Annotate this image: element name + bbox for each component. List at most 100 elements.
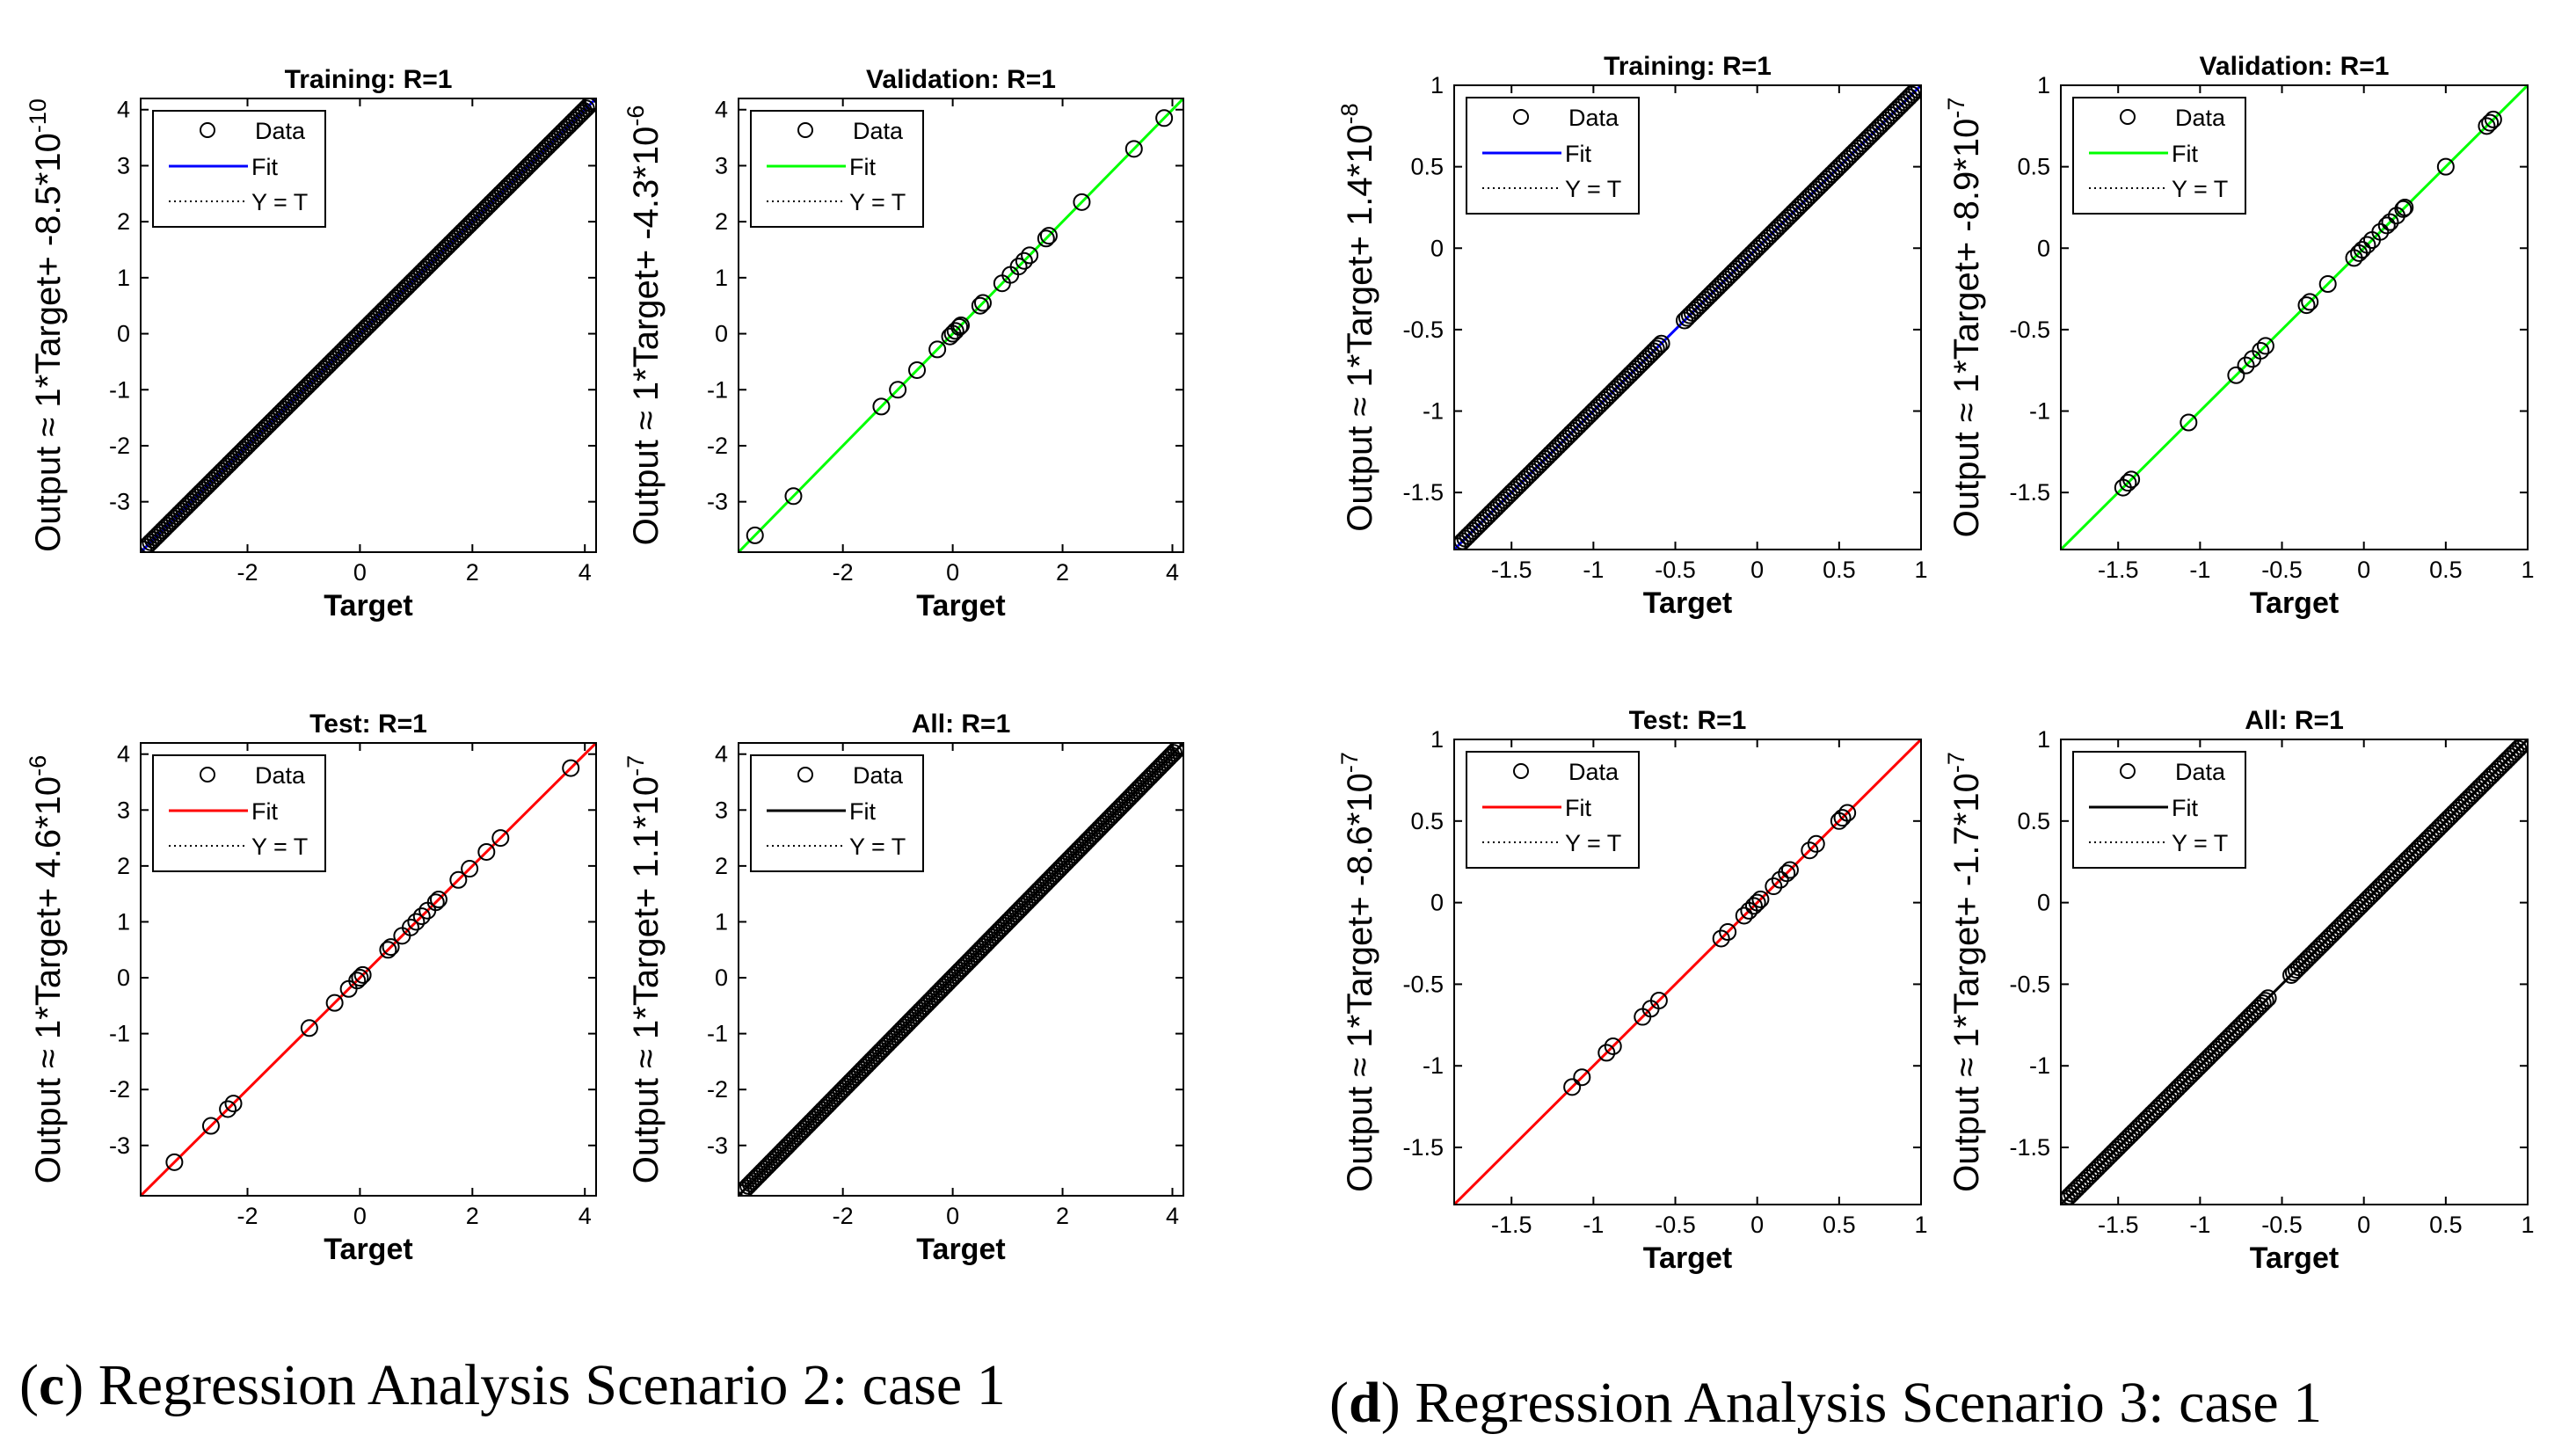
caption-c-letter: c: [38, 1353, 65, 1417]
data-point: [1597, 1044, 1616, 1062]
data-point: [2358, 236, 2376, 254]
legend-fit-label: Fit: [849, 798, 876, 825]
y-tick-label: -0.5: [2009, 317, 2050, 343]
y-tick-label: 2: [117, 208, 130, 235]
x-tick-label: 0: [2357, 1212, 2370, 1238]
data-point: [2122, 470, 2141, 489]
data-point: [412, 907, 431, 926]
data-markers: [2061, 739, 2528, 1205]
y-tick-label: 3: [715, 797, 728, 823]
data-markers: [2114, 110, 2502, 497]
data-point: [1780, 861, 1799, 879]
y-tick-label: 1: [1430, 72, 1444, 98]
legend-fit-label: Fit: [1565, 141, 1591, 167]
data-point: [426, 893, 445, 912]
legend-yt-label: Y = T: [1565, 176, 1621, 202]
y-axis-label-exponent: -7: [1336, 752, 1363, 773]
x-tick-label: -1: [1583, 1212, 1604, 1238]
axes-frame: [140, 742, 597, 1197]
y-axis-label-exponent: -8: [1336, 103, 1363, 124]
data-point: [950, 317, 969, 336]
data-point: [1905, 85, 1921, 101]
y-axis-label: Output ≈ 1*Target+ 1.4*10-8: [1336, 103, 1379, 531]
x-tick-label: -1: [2189, 1212, 2210, 1238]
x-tick-label: -1.5: [2098, 1212, 2139, 1238]
legend-box: [1466, 97, 1640, 215]
y-tick-label: 3: [117, 152, 130, 178]
plot-content: [1454, 85, 1921, 550]
y-axis-label: Output ≈ 1*Target+ -8.9*10-7: [1943, 98, 1986, 538]
data-markers: [746, 109, 1174, 544]
legend-data-label: Data: [255, 118, 306, 144]
data-point: [2377, 216, 2396, 235]
x-tick-label: -0.5: [1655, 1212, 1696, 1238]
data-point: [2436, 157, 2455, 176]
y-tick-label: 0.5: [2017, 808, 2050, 834]
legend-yt-label: Y = T: [2172, 830, 2228, 856]
data-point: [1751, 890, 1770, 908]
data-point: [1652, 334, 1670, 353]
axes-frame: [738, 742, 1184, 1197]
chart-title: Training: R=1: [1604, 52, 1772, 81]
legend-fit-label: Fit: [2172, 141, 2198, 167]
data-point: [2297, 296, 2316, 315]
data-point: [1037, 229, 1055, 248]
data-point: [1748, 893, 1766, 912]
legend-fit-label: Fit: [2172, 795, 2198, 821]
legend-data-label: Data: [853, 762, 904, 789]
y-tick-label: -1: [2029, 398, 2050, 425]
x-axis-label: Target: [324, 1233, 412, 1266]
y-axis-label-base: Output ≈ 1*Target+ -1.7*10: [1947, 773, 1986, 1192]
data-point: [2517, 739, 2528, 750]
data-point: [1910, 85, 1921, 96]
caption-d-text: Regression Analysis Scenario 3: case 1: [1415, 1371, 2323, 1435]
data-point: [382, 938, 400, 957]
data-point: [908, 360, 927, 379]
y-tick-label: 4: [715, 741, 728, 768]
data-point: [1778, 864, 1796, 883]
data-point: [401, 918, 419, 936]
axes-frame: [1453, 739, 1922, 1205]
legend-box: [152, 110, 326, 228]
y-tick-label: -3: [109, 489, 130, 515]
x-axis-label: Target: [916, 589, 1005, 622]
axes-frame: [140, 98, 597, 553]
data-point: [2227, 366, 2245, 384]
x-tick-label: 2: [466, 1203, 479, 1229]
y-tick-label: 3: [715, 152, 728, 178]
data-point: [562, 759, 580, 777]
x-tick-label: 0: [353, 559, 367, 586]
data-point: [1649, 991, 1668, 1009]
y-axis-label: Output ≈ 1*Target+ 4.6*10-6: [25, 755, 68, 1183]
legend-fit-label: Fit: [251, 154, 278, 180]
y-tick-label: 0: [715, 321, 728, 347]
data-point: [2396, 198, 2414, 216]
x-tick-label: 4: [579, 559, 592, 586]
caption-d-letter: d: [1348, 1371, 1381, 1435]
y-tick-label: 0.5: [1410, 808, 1444, 834]
data-point: [579, 98, 596, 115]
data-point: [2394, 200, 2413, 218]
y-tick-label: -2: [707, 1076, 728, 1103]
data-point: [1908, 85, 1921, 98]
data-point: [1838, 804, 1857, 822]
y-axis-label-exponent: -7: [1943, 752, 1969, 773]
data-point: [889, 381, 907, 399]
x-tick-label: -2: [237, 559, 258, 586]
chart-title: Validation: R=1: [866, 65, 1056, 94]
data-point: [491, 829, 510, 848]
y-tick-label: 2: [715, 208, 728, 235]
legend-box: [2072, 751, 2246, 869]
plot-content: [739, 98, 1183, 552]
data-point: [1563, 1078, 1582, 1096]
data-point: [379, 941, 397, 959]
y-axis-label-base: Output ≈ 1*Target+ -8.5*10: [29, 133, 68, 552]
data-point: [2119, 474, 2137, 492]
legend: Data Fit Y = T: [2072, 97, 2246, 215]
y-tick-label: 0: [1430, 235, 1444, 261]
data-point: [407, 913, 426, 931]
y-tick-label: 2: [117, 853, 130, 879]
legend-data-label: Data: [853, 118, 904, 144]
